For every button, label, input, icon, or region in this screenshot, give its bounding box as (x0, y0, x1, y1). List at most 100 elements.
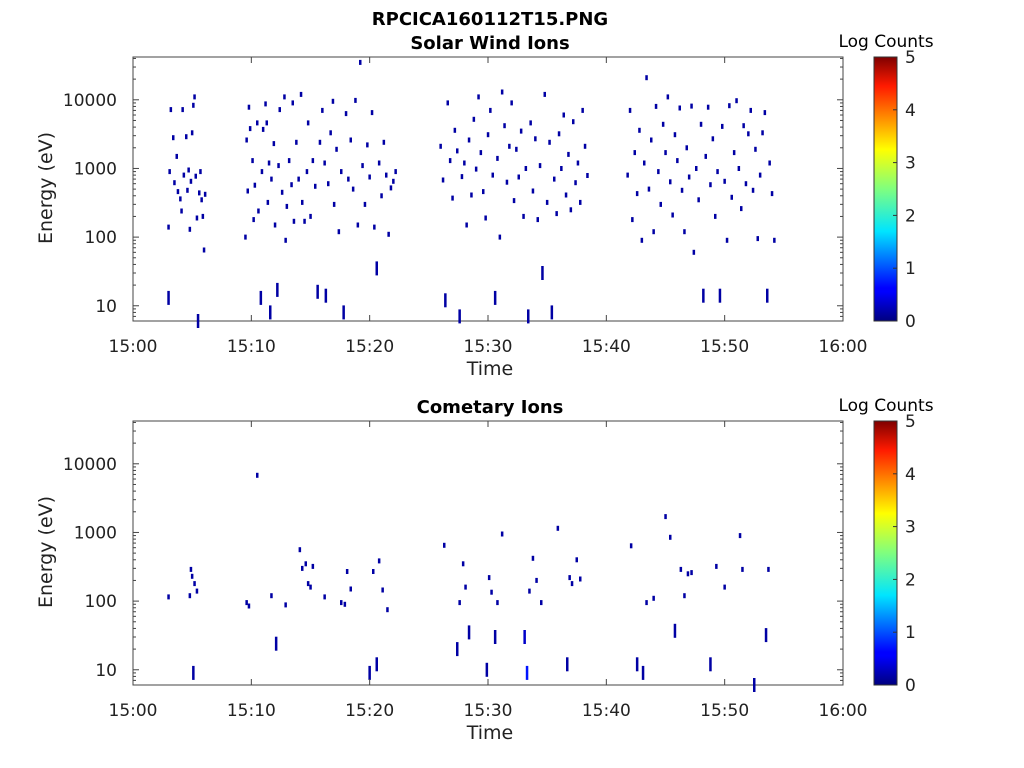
data-cell (661, 121, 665, 127)
data-cell (266, 199, 270, 205)
data-cell (678, 105, 681, 111)
data-cell (280, 189, 284, 195)
data-cell (704, 153, 707, 159)
data-cell (641, 665, 645, 680)
data-cell (676, 158, 679, 164)
data-cell (363, 201, 367, 207)
data-cell (500, 531, 504, 537)
data-cell (332, 201, 336, 207)
data-cell (638, 127, 641, 133)
data-cell (270, 176, 273, 182)
data-cell (673, 623, 677, 638)
plot-frame (132, 420, 844, 686)
data-cell (531, 555, 535, 561)
data-cell (245, 600, 248, 606)
data-cell (535, 577, 538, 583)
data-cell (754, 146, 757, 152)
data-cell (385, 172, 388, 178)
y-tick-label: 10000 (63, 91, 117, 111)
data-cell (761, 130, 764, 136)
data-cell (753, 678, 756, 692)
data-cell (187, 167, 190, 173)
data-cell (202, 247, 206, 253)
data-cell (685, 145, 688, 151)
data-cell (550, 305, 554, 320)
data-cell (567, 151, 570, 157)
data-cell (251, 158, 254, 164)
data-cell (324, 288, 328, 303)
data-cell (735, 98, 738, 104)
data-cell (527, 309, 530, 324)
data-cell (645, 600, 648, 606)
data-cell (723, 178, 726, 184)
data-cell (349, 137, 352, 143)
y-tick-label: 100 (85, 228, 117, 248)
data-cell (631, 217, 634, 223)
data-cell (643, 160, 646, 166)
data-cell (465, 222, 468, 228)
data-cell (553, 176, 556, 182)
data-cell (299, 91, 303, 97)
data-cell (301, 199, 304, 205)
data-cell (389, 185, 393, 191)
data-cell (349, 586, 352, 592)
data-cell (560, 166, 563, 171)
data-cell (188, 593, 192, 599)
figure-title: RPCICA160112T15.PNG (372, 9, 608, 30)
data-cell (640, 237, 644, 243)
data-cell (467, 625, 471, 640)
data-cell (453, 127, 457, 133)
colorbar-tick-label: 2 (905, 206, 916, 226)
data-cell (260, 169, 264, 175)
data-cell (706, 104, 710, 110)
data-cell (687, 174, 691, 180)
data-cell (306, 120, 310, 126)
data-cell (458, 600, 461, 606)
data-cell (523, 630, 526, 644)
solar-wind-title: Solar Wind Ions (410, 33, 569, 54)
data-cell (377, 160, 381, 166)
solar-wind-plot-area: 15:00 15:10 15:20 15:30 15:40 15:50 16:00 10 100… (63, 56, 868, 357)
data-cell (375, 261, 378, 276)
data-cell (709, 182, 712, 188)
data-cell (569, 207, 573, 213)
data-cell (635, 191, 639, 197)
data-cell (190, 130, 194, 136)
data-cell (498, 234, 502, 240)
data-cell (564, 192, 568, 198)
data-cell (505, 179, 509, 185)
data-cell (256, 120, 259, 126)
data-cell (252, 217, 255, 223)
data-cell (728, 103, 731, 109)
data-cell (343, 601, 347, 607)
data-cell (555, 211, 558, 217)
data-cell (721, 123, 724, 129)
plot-frame (132, 56, 844, 322)
data-cell (375, 657, 378, 672)
data-cell (741, 566, 744, 572)
data-cell (715, 563, 718, 569)
data-cell (304, 561, 307, 567)
data-cell (203, 191, 207, 197)
data-cell (773, 237, 776, 243)
data-cell (690, 570, 693, 576)
data-cell (477, 94, 480, 100)
data-cell (725, 237, 729, 243)
data-cell (628, 107, 632, 113)
cometary-ylabel: Energy (eV) (35, 496, 57, 608)
data-cell (264, 101, 267, 107)
data-cell (723, 584, 726, 590)
solar-wind-colorbar: 0 1 2 3 4 5 (873, 48, 916, 332)
data-cell (756, 236, 759, 242)
data-cell (167, 594, 170, 600)
data-cell (274, 636, 278, 651)
data-cell (190, 573, 194, 579)
data-cell (730, 194, 733, 200)
data-cell (311, 563, 315, 569)
data-cell (198, 190, 201, 196)
data-cell (709, 657, 712, 672)
data-cell (331, 98, 335, 104)
data-cell (486, 132, 490, 138)
data-cell (515, 146, 518, 152)
